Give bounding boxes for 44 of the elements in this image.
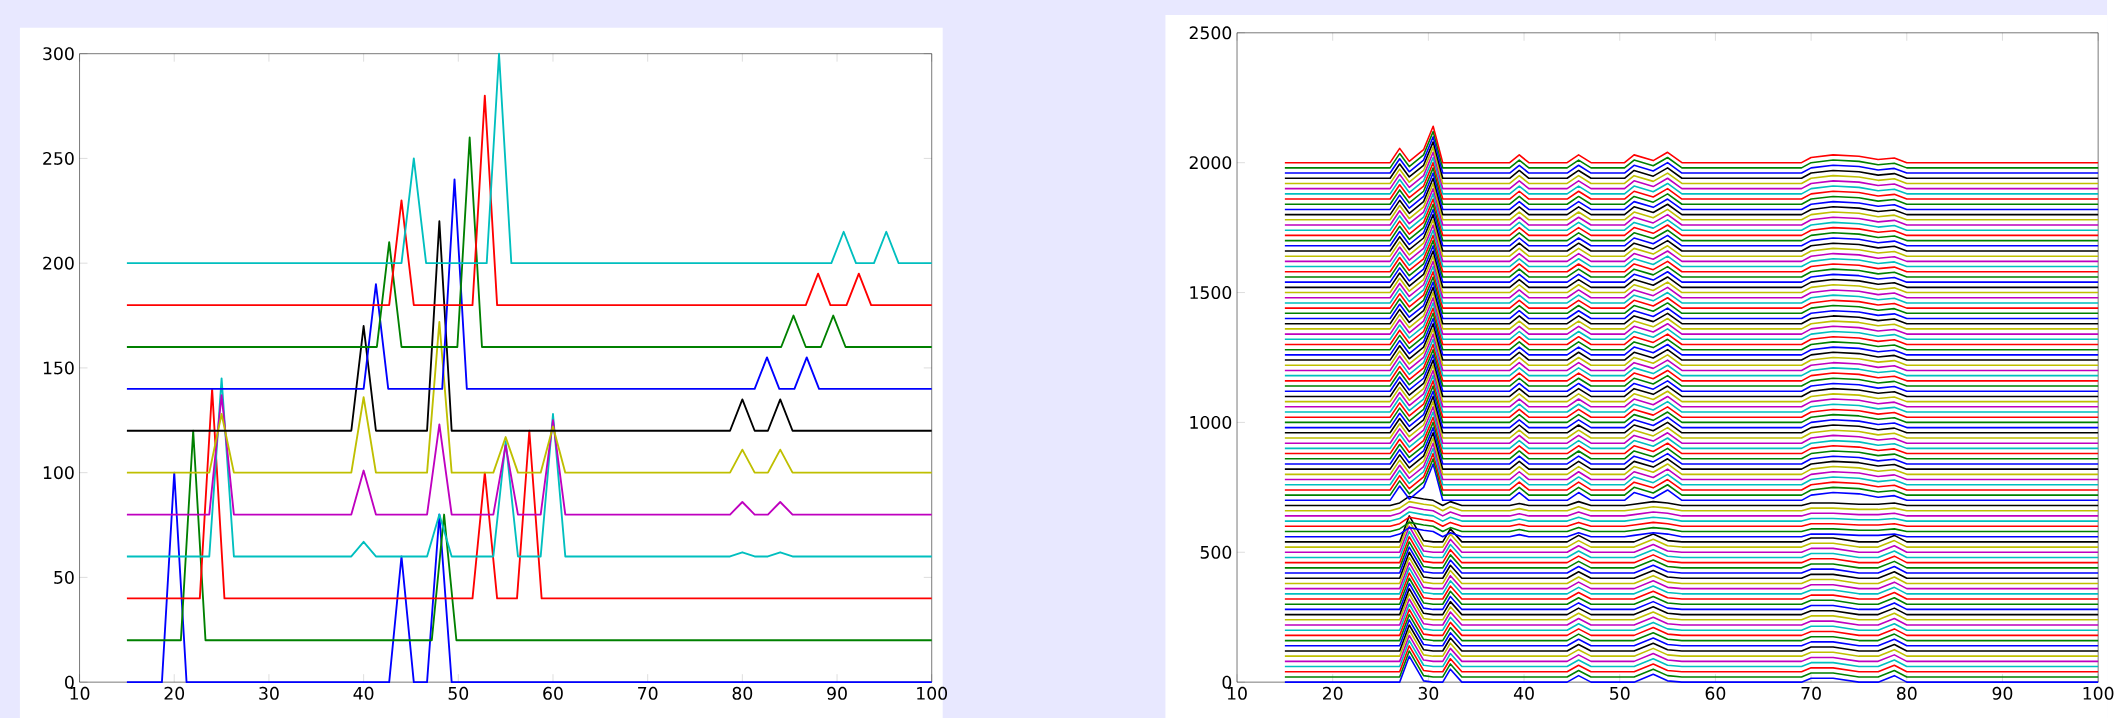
line-series xyxy=(125,178,933,390)
x-tick-label: 90 xyxy=(827,686,847,700)
line-series xyxy=(1284,516,2099,528)
line-series xyxy=(125,320,933,474)
y-tick-label: 200 xyxy=(43,256,74,270)
line-series xyxy=(125,52,933,265)
x-tick-label: 100 xyxy=(2083,686,2114,700)
x-tick-label: 60 xyxy=(543,686,563,700)
x-tick-label: 80 xyxy=(1896,686,1917,700)
x-tick-label: 60 xyxy=(1705,686,1726,700)
x-tick-label: 40 xyxy=(1513,686,1534,700)
line-series xyxy=(125,377,933,558)
y-tick-label: 2500 xyxy=(1189,26,1232,40)
y-tick-label: 1000 xyxy=(1190,415,1232,429)
y-tick-label: 300 xyxy=(43,47,74,61)
x-tick-label: 100 xyxy=(917,686,948,700)
line-series xyxy=(125,94,933,307)
x-tick-label: 50 xyxy=(1610,686,1630,700)
line-series xyxy=(125,136,933,348)
x-tick-label: 30 xyxy=(1418,686,1439,700)
line-series xyxy=(1284,526,2099,538)
x-tick-label: 30 xyxy=(259,686,279,700)
line-series xyxy=(125,387,933,600)
y-tick-label: 250 xyxy=(43,151,74,165)
line-series xyxy=(1284,506,2099,517)
x-tick-label: 20 xyxy=(164,686,185,700)
y-tick-label: 500 xyxy=(1200,545,1232,559)
x-tick-label: 70 xyxy=(638,686,658,700)
x-tick-label: 80 xyxy=(732,686,753,700)
y-tick-label: 2000 xyxy=(1189,156,1232,170)
x-tick-label: 20 xyxy=(1323,686,1343,700)
x-tick-label: 90 xyxy=(1992,686,2013,700)
line-series xyxy=(125,394,933,516)
y-tick-label: 100 xyxy=(43,466,74,480)
line-series xyxy=(1284,521,2099,533)
line-series xyxy=(125,471,933,684)
line-series xyxy=(1284,511,2099,522)
y-tick-label: 150 xyxy=(43,361,74,375)
line-series xyxy=(1284,500,2099,512)
y-tick-label: 50 xyxy=(54,570,74,584)
x-tick-label: 50 xyxy=(448,686,469,700)
x-tick-label: 70 xyxy=(1801,686,1821,700)
x-tick-label: 40 xyxy=(353,686,374,700)
y-tick-label: 1500 xyxy=(1190,286,1232,300)
